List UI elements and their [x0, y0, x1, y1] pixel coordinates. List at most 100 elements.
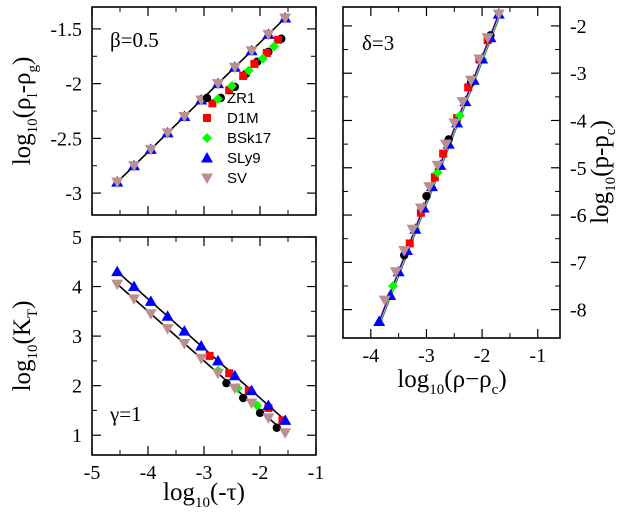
data-point	[208, 99, 217, 108]
data-point	[178, 111, 191, 123]
data-point	[373, 315, 386, 326]
data-point	[178, 325, 191, 336]
y-axis-label: log10(KT)	[9, 301, 41, 392]
series-ZR1	[222, 378, 281, 432]
x-tick-label: -1	[308, 462, 325, 484]
data-point	[473, 54, 486, 66]
data-point	[212, 368, 224, 380]
data-point	[456, 97, 469, 108]
x-tick-label: -3	[196, 462, 213, 484]
y-tick-label: -2	[570, 16, 587, 38]
panel-annotation: γ=1	[109, 402, 142, 426]
x-tick-label: -3	[418, 345, 435, 367]
data-point	[222, 378, 231, 388]
data-point	[255, 408, 265, 418]
data-point	[279, 428, 292, 439]
data-point	[492, 9, 505, 21]
data-point	[213, 93, 223, 104]
series-SV	[378, 9, 505, 307]
data-point	[245, 46, 258, 57]
data-point	[245, 398, 258, 409]
data-point	[128, 294, 140, 305]
data-point	[257, 53, 268, 64]
data-point	[388, 280, 399, 291]
data-point	[205, 351, 214, 360]
data-point	[144, 144, 157, 156]
data-point	[161, 310, 174, 321]
data-point	[128, 161, 140, 172]
data-point	[178, 339, 191, 350]
data-point	[144, 309, 157, 320]
data-point	[262, 399, 275, 410]
legend-label: D1M	[227, 110, 259, 127]
x-tick-label: -2	[474, 345, 491, 367]
x-axis-label: log10(-τ)	[163, 479, 245, 511]
data-point	[144, 295, 157, 306]
data-point	[414, 203, 427, 214]
data-point	[423, 182, 436, 193]
data-point	[279, 13, 292, 24]
data-point	[228, 369, 241, 381]
data-point	[128, 280, 140, 292]
data-point	[239, 393, 248, 403]
y-tick-label: -3	[65, 183, 82, 205]
legend-label: ZR1	[227, 90, 255, 107]
legend-label: SV	[227, 170, 247, 187]
data-point	[439, 149, 448, 158]
series-SV	[111, 13, 292, 189]
data-point	[228, 383, 241, 395]
series-SV	[111, 279, 292, 439]
data-point	[250, 59, 259, 68]
y-tick-label: 4	[72, 277, 82, 299]
panel-gamma: -5 -4 -3 -2 -1 1 2 3 4 5 γ=1 log10(KT) log10(-τ)	[9, 227, 324, 511]
legend: ZR1 D1M BSk17 SLy9 SV	[201, 90, 271, 187]
data-point	[262, 29, 275, 41]
x-tick-label: -5	[84, 462, 101, 484]
y-tick-label: 1	[72, 425, 82, 447]
panel-annotation: β=0.5	[110, 28, 159, 52]
plot-frame	[342, 6, 561, 339]
panel-annotation: δ=3	[362, 31, 394, 55]
y-axis-label: log10(p-pc)	[587, 120, 619, 224]
y-tick-label: -2.5	[50, 128, 82, 150]
data-point	[195, 353, 208, 365]
data-point	[432, 167, 443, 178]
data-point	[269, 41, 279, 52]
legend-marker	[201, 173, 213, 184]
data-point	[225, 86, 234, 95]
y-tick-label: -3	[570, 63, 587, 85]
data-point	[227, 80, 237, 91]
x-tick-label: -1	[529, 345, 546, 367]
data-point	[439, 139, 452, 151]
legend-marker	[202, 93, 212, 103]
y-tick-label: -8	[570, 300, 587, 322]
legend-marker	[203, 114, 211, 122]
series-SLy9	[111, 265, 292, 425]
legend-label: BSk17	[227, 130, 271, 147]
data-point	[225, 369, 234, 378]
panel-beta: -3 -2.5 -2 -1.5 β=0.5 log10(ρl-ρg) ZR1 D1M BSk17…	[9, 6, 317, 216]
y-tick-label: -2	[65, 74, 82, 96]
y-tick-label: -7	[570, 252, 587, 274]
data-point	[161, 324, 174, 335]
data-point	[252, 400, 263, 411]
data-point	[262, 48, 271, 57]
data-point	[406, 224, 419, 236]
data-point	[464, 75, 477, 87]
data-point	[239, 71, 248, 80]
data-point	[272, 423, 281, 432]
data-point	[273, 35, 282, 44]
data-point	[111, 265, 124, 277]
legend-label: SLy9	[227, 150, 261, 167]
data-point	[195, 340, 208, 351]
data-point	[212, 354, 224, 366]
y-tick-label: -4	[570, 110, 587, 132]
y-axis-label: log10(ρl-ρg)	[9, 57, 41, 166]
data-point	[389, 267, 402, 278]
data-point	[161, 128, 174, 139]
y-tick-label: -6	[570, 205, 587, 227]
y-tick-label: 3	[72, 326, 82, 348]
panel-delta: -4 -3 -2 -1 -8 -7 -6 -5 -4 -3 -2 δ=3 log10(p-pc) log1…	[342, 6, 619, 398]
legend-marker	[202, 133, 212, 143]
